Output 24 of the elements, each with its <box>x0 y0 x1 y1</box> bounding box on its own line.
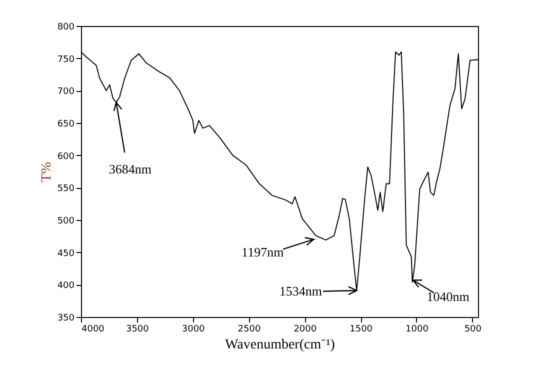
annotation: 1197nm <box>242 244 284 260</box>
y-tick-label: 500 <box>57 216 75 226</box>
x-tick-label: 1000 <box>406 324 429 334</box>
x-axis-title: Wavenumber(cm⁻¹) <box>225 338 336 352</box>
x-tick-label: 500 <box>464 324 482 334</box>
annotation: 3684nm <box>108 161 152 176</box>
x-tick-label: 2500 <box>238 324 261 334</box>
y-tick-label: 450 <box>57 248 75 259</box>
annotation: 1040nm <box>426 289 470 304</box>
y-tick-label: 600 <box>57 152 75 162</box>
x-tick-label: 1500 <box>350 324 373 334</box>
y-tick-label: 550 <box>57 184 75 194</box>
y-tick-label: 650 <box>57 120 75 130</box>
y-axis-title: T% <box>39 162 54 182</box>
y-tick-label: 750 <box>57 54 75 65</box>
annotation: 1534nm <box>279 283 322 298</box>
y-tick-label: 400 <box>57 281 75 292</box>
x-tick-label: 2000 <box>294 324 317 334</box>
y-tick-label: 800 <box>57 22 75 32</box>
x-tick-label: 3500 <box>126 324 150 334</box>
y-tick-label: 700 <box>57 87 75 98</box>
y-tick-label: 350 <box>57 314 75 324</box>
x-tick-label: 3000 <box>182 324 206 334</box>
x-tick-label: 4000 <box>82 324 105 334</box>
